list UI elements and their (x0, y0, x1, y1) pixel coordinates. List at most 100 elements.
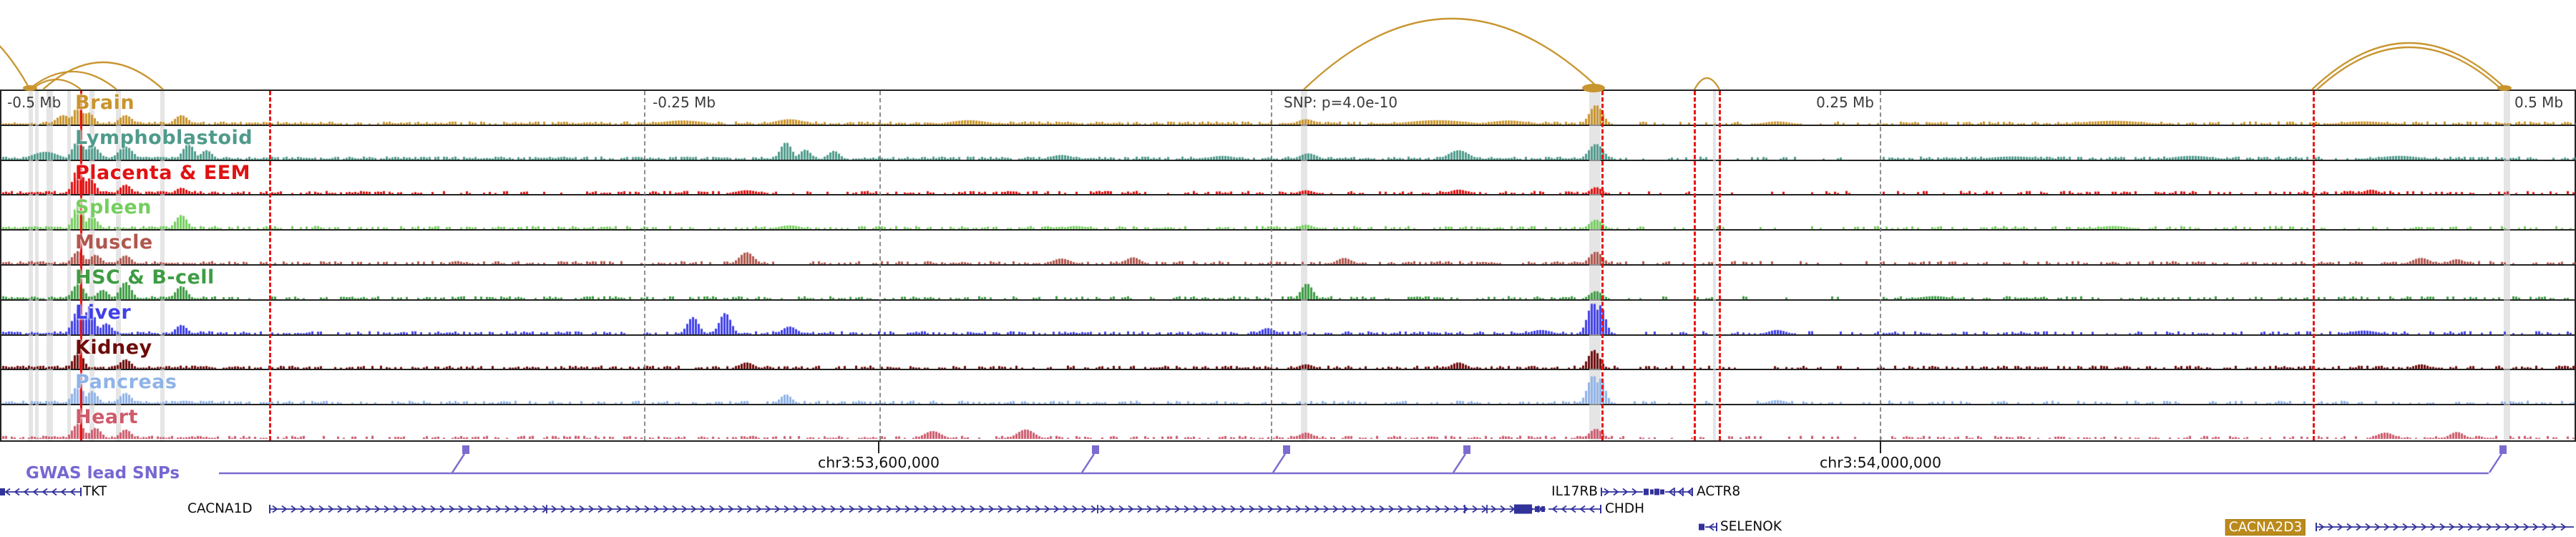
strand-arrow (979, 505, 985, 513)
chromatin-interaction-arc[interactable] (28, 70, 117, 90)
signal-canvas-heart[interactable] (1, 405, 2576, 439)
exon-box (1654, 488, 1659, 495)
chromatin-interaction-arc[interactable] (2316, 46, 2502, 90)
signal-canvas-liver[interactable] (1, 301, 2576, 334)
signal-canvas-hsc-b-cell[interactable] (1, 266, 2576, 299)
gwas-lead-snp-marker[interactable] (1283, 445, 1290, 454)
track-row-muscle[interactable]: Muscle (1, 231, 2576, 266)
track-label-pancreas: Pancreas (75, 371, 177, 394)
strand-arrow (2486, 523, 2492, 531)
strand-arrow (951, 505, 957, 513)
strand-arrow (635, 505, 641, 513)
strand-arrow (765, 505, 771, 513)
highlight-band (116, 91, 121, 440)
gene-tkt[interactable] (0, 488, 82, 496)
chromatin-interaction-arc[interactable] (42, 62, 164, 90)
strand-arrow (560, 505, 567, 513)
gwas-track-label: GWAS lead SNPs (26, 464, 180, 483)
strand-arrow (1491, 505, 1497, 513)
track-row-placenta-eem[interactable]: Placenta & EEM (1, 161, 2576, 196)
signal-canvas-brain[interactable] (1, 91, 2576, 125)
strand-arrow (1351, 505, 1357, 513)
strand-arrow (551, 505, 557, 513)
strand-arrow (1249, 505, 1255, 513)
strand-arrow (2477, 523, 2483, 531)
chromatin-interaction-arc[interactable] (1303, 18, 1601, 90)
gene-label-cacna1d[interactable]: CACNA1D (187, 501, 253, 516)
coordinate-tick-line (1271, 91, 1272, 440)
strand-arrow (1146, 505, 1153, 513)
gene-actr8[interactable] (1654, 488, 1693, 496)
strand-arrow (1211, 505, 1218, 513)
track-row-pancreas[interactable]: Pancreas (1, 370, 2576, 406)
gene-il17rb[interactable] (1601, 488, 1654, 496)
chromatin-interaction-arc[interactable] (1693, 77, 1721, 90)
exon-box (1541, 506, 1545, 512)
strand-arrow (2421, 523, 2427, 531)
gwas-snp-pointer (451, 453, 466, 473)
signal-canvas-lymphoblastoid[interactable] (1, 126, 2576, 160)
strand-arrow (1551, 505, 1558, 513)
gene-selenok[interactable] (1699, 523, 1717, 531)
strand-arrow (849, 505, 855, 513)
track-row-liver[interactable]: Liver (1, 301, 2576, 336)
gwas-lead-snp-marker[interactable] (1092, 445, 1099, 454)
strand-arrow (1472, 505, 1478, 513)
strand-arrow (728, 505, 734, 513)
strand-arrow (793, 505, 799, 513)
coordinate-tick-line (644, 91, 645, 440)
strand-arrow (1388, 505, 1395, 513)
tss-marker-line-dashed (1694, 91, 1696, 440)
chromatin-interaction-arc[interactable] (0, 21, 31, 90)
strand-arrow (356, 505, 362, 513)
chromatin-interaction-arc[interactable] (31, 78, 82, 90)
strand-arrow (1295, 505, 1302, 513)
track-row-brain[interactable]: Brain (1, 91, 2576, 126)
gene-label-chdh[interactable]: CHDH (1605, 501, 1644, 516)
strand-arrow (1304, 505, 1311, 513)
gene-chdh[interactable] (1548, 505, 1601, 513)
strand-arrow (2542, 523, 2548, 531)
gwas-lead-snp-marker[interactable] (1463, 445, 1470, 454)
strand-arrow (477, 505, 483, 513)
track-rows: Brain Lymphoblastoid Placenta & EEM Spleen M… (1, 91, 2576, 439)
track-label-liver: Liver (75, 301, 132, 324)
scale-label-0-25-mb: -0.25 Mb (653, 94, 716, 111)
gene-cacna2d3[interactable] (2316, 523, 2574, 531)
strand-arrow (486, 505, 492, 513)
strand-arrow (2430, 523, 2436, 531)
chromatin-interaction-arc[interactable] (2311, 42, 2507, 90)
signal-canvas-kidney[interactable] (1, 336, 2576, 369)
strand-arrow (23, 488, 29, 496)
strand-arrow (1687, 488, 1693, 496)
strand-arrow (1360, 505, 1367, 513)
track-row-heart[interactable]: Heart (1, 405, 2576, 439)
exon-box (1514, 504, 1532, 514)
strand-arrow (1277, 505, 1283, 513)
gene-label-actr8[interactable]: ACTR8 (1697, 484, 1741, 499)
strand-arrow (1561, 505, 1567, 513)
signal-canvas-muscle[interactable] (1, 231, 2576, 264)
interaction-arcs-layer (0, 18, 2512, 92)
gwas-lead-snp-marker[interactable] (462, 445, 469, 454)
strand-arrow (1425, 505, 1432, 513)
track-row-kidney[interactable]: Kidney (1, 336, 2576, 371)
strand-arrow (1156, 505, 1162, 513)
strand-arrow (1221, 505, 1227, 513)
signal-canvas-spleen[interactable] (1, 196, 2576, 230)
gwas-lead-snp-marker[interactable] (2499, 445, 2507, 454)
strand-arrow (439, 505, 446, 513)
signal-canvas-placenta-eem[interactable] (1, 161, 2576, 195)
coordinate-label: chr3:53,600,000 (817, 454, 940, 471)
highlight-band (1713, 91, 1716, 440)
gene-label-il17rb[interactable]: IL17RB (1551, 484, 1598, 499)
gene-label-cacna2d3[interactable]: CACNA2D3 (2225, 519, 2306, 536)
gene-label-tkt[interactable]: TKT (83, 484, 107, 499)
track-row-hsc-b-cell[interactable]: HSC & B-cell (1, 266, 2576, 301)
gene-cacna1d[interactable] (269, 504, 1546, 514)
signal-canvas-pancreas[interactable] (1, 371, 2576, 405)
track-row-spleen[interactable]: Spleen (1, 195, 2576, 231)
gene-label-selenok[interactable]: SELENOK (1720, 519, 1782, 534)
track-row-lymphoblastoid[interactable]: Lymphoblastoid (1, 126, 2576, 161)
